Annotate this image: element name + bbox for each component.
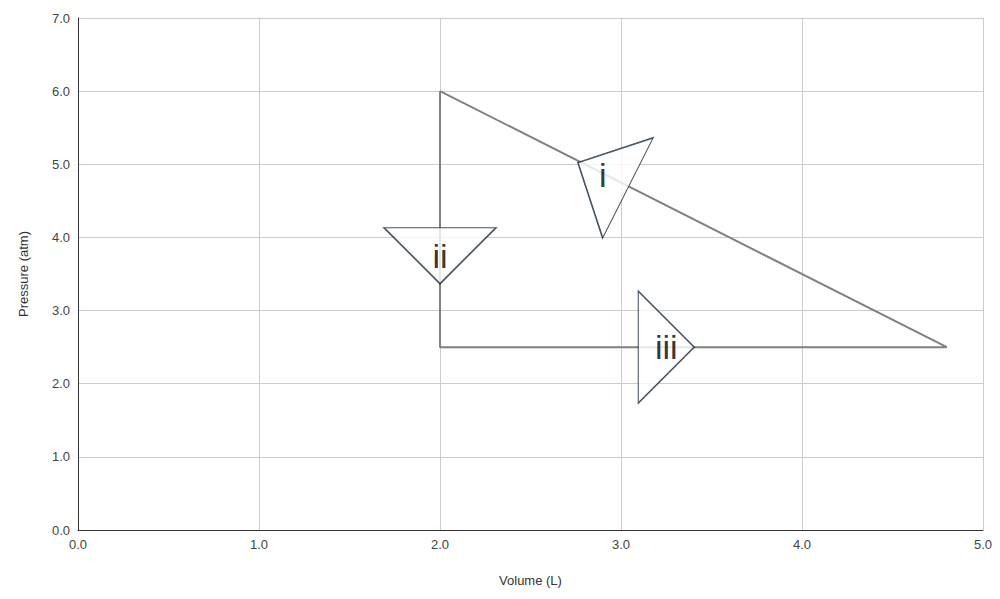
svg-text:3.0: 3.0: [612, 537, 630, 552]
svg-text:Pressure (atm): Pressure (atm): [16, 231, 31, 317]
svg-text:2.0: 2.0: [431, 537, 449, 552]
svg-text:0.0: 0.0: [69, 537, 87, 552]
svg-text:2.0: 2.0: [52, 376, 70, 391]
svg-text:4.0: 4.0: [793, 537, 811, 552]
svg-text:ii: ii: [432, 237, 447, 275]
svg-text:i: i: [599, 156, 607, 194]
svg-text:5.0: 5.0: [52, 157, 70, 172]
svg-text:Volume (L): Volume (L): [499, 573, 562, 588]
svg-text:4.0: 4.0: [52, 230, 70, 245]
svg-text:iii: iii: [655, 328, 678, 366]
svg-text:7.0: 7.0: [52, 11, 70, 26]
svg-text:6.0: 6.0: [52, 84, 70, 99]
svg-text:1.0: 1.0: [250, 537, 268, 552]
svg-text:1.0: 1.0: [52, 449, 70, 464]
svg-text:3.0: 3.0: [52, 303, 70, 318]
svg-text:0.0: 0.0: [52, 523, 70, 538]
svg-text:5.0: 5.0: [974, 537, 992, 552]
